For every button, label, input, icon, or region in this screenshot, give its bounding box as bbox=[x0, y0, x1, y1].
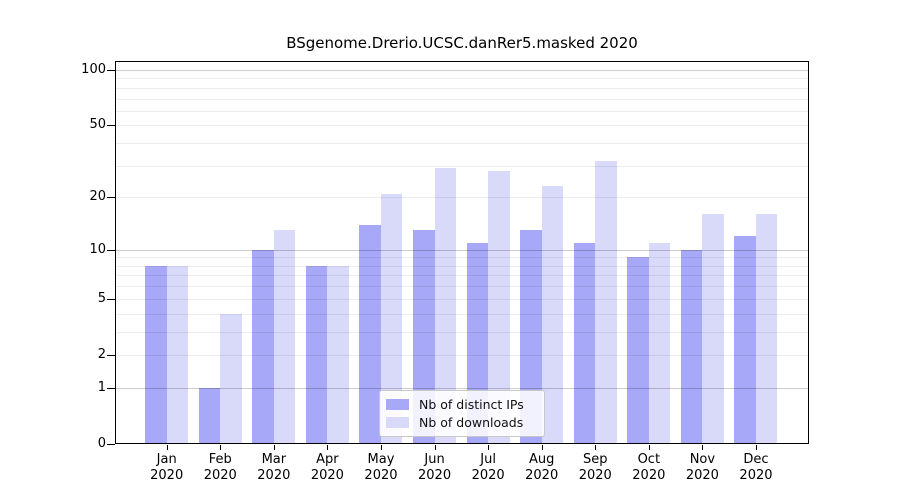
y-tick-label-50: 50 bbox=[89, 117, 106, 133]
bar-jun-nb-of-downloads bbox=[434, 168, 457, 444]
x-tick-label-jul: Jul 2020 bbox=[471, 452, 505, 483]
gridline-minor-60 bbox=[116, 110, 808, 112]
y-tick-mark-1 bbox=[107, 387, 115, 389]
x-tick-mark-jul bbox=[488, 445, 490, 450]
y-tick-mark-5 bbox=[107, 298, 115, 300]
x-tick-mark-jun bbox=[434, 445, 436, 450]
bar-apr-nb-of-distinct-ips bbox=[305, 265, 328, 444]
x-tick-mark-jan bbox=[166, 445, 168, 450]
bar-jan-nb-of-downloads bbox=[166, 265, 189, 444]
x-tick-mark-mar bbox=[273, 445, 275, 450]
gridline-minor-4 bbox=[116, 313, 808, 315]
gridline-minor-3 bbox=[116, 331, 808, 333]
x-tick-mark-dec bbox=[755, 445, 757, 450]
y-tick-label-20: 20 bbox=[89, 189, 106, 205]
gridline-minor-90 bbox=[116, 78, 808, 80]
bar-apr-nb-of-downloads bbox=[327, 265, 349, 444]
x-tick-mark-feb bbox=[220, 445, 222, 450]
x-tick-label-dec: Dec 2020 bbox=[739, 452, 773, 483]
y-tick-label-100: 100 bbox=[81, 62, 106, 77]
x-tick-mark-may bbox=[380, 445, 382, 450]
y-tick-mark-20 bbox=[107, 197, 115, 199]
y-tick-label-5: 5 bbox=[97, 290, 106, 306]
gridline-minor-40 bbox=[116, 143, 808, 145]
bar-sep-nb-of-distinct-ips bbox=[573, 242, 596, 444]
y-tick-label-0: 0 bbox=[97, 436, 106, 451]
legend-item-downloads: Nb of downloads bbox=[386, 415, 544, 430]
x-tick-mark-apr bbox=[327, 445, 329, 450]
gridline-major-10 bbox=[116, 249, 808, 251]
bar-nov-nb-of-downloads bbox=[702, 214, 724, 444]
x-tick-label-nov: Nov 2020 bbox=[685, 452, 719, 483]
legend-label-distinct-ips: Nb of distinct IPs bbox=[419, 397, 524, 412]
legend: Nb of distinct IPs Nb of downloads bbox=[379, 390, 545, 437]
x-tick-label-apr: Apr 2020 bbox=[310, 452, 344, 483]
bar-jan-nb-of-distinct-ips bbox=[145, 265, 167, 444]
y-tick-label-1: 1 bbox=[97, 379, 106, 395]
x-tick-label-jun: Jun 2020 bbox=[418, 452, 452, 483]
x-tick-mark-nov bbox=[702, 445, 704, 450]
y-tick-mark-100 bbox=[107, 70, 115, 71]
gridline-minor-50 bbox=[116, 125, 808, 127]
gridline-major-100 bbox=[116, 70, 808, 71]
x-tick-label-mar: Mar 2020 bbox=[257, 452, 291, 483]
legend-swatch-downloads bbox=[386, 417, 409, 428]
bar-mar-nb-of-downloads bbox=[273, 230, 296, 444]
bar-may-nb-of-downloads bbox=[380, 193, 403, 444]
bar-oct-nb-of-distinct-ips bbox=[627, 257, 649, 444]
gridline-minor-30 bbox=[116, 165, 808, 167]
gridline-minor-8 bbox=[116, 265, 808, 267]
bar-mar-nb-of-distinct-ips bbox=[252, 249, 274, 444]
x-tick-mark-sep bbox=[595, 445, 597, 450]
gridline-minor-6 bbox=[116, 286, 808, 288]
bar-jul-nb-of-downloads bbox=[488, 171, 510, 444]
legend-label-downloads: Nb of downloads bbox=[419, 415, 524, 430]
gridline-minor-7 bbox=[116, 275, 808, 277]
bar-feb-nb-of-downloads bbox=[220, 313, 242, 444]
gridline-minor-5 bbox=[116, 298, 808, 300]
gridline-minor-2 bbox=[116, 354, 808, 356]
y-tick-label-10: 10 bbox=[89, 241, 106, 257]
bar-aug-nb-of-downloads bbox=[541, 186, 564, 444]
x-tick-label-feb: Feb 2020 bbox=[203, 452, 237, 483]
x-tick-label-jan: Jan 2020 bbox=[150, 452, 184, 483]
bar-sep-nb-of-downloads bbox=[595, 160, 617, 444]
bar-dec-nb-of-distinct-ips bbox=[734, 236, 756, 444]
x-tick-label-sep: Sep 2020 bbox=[578, 452, 612, 483]
bar-dec-nb-of-downloads bbox=[755, 214, 778, 444]
x-tick-mark-oct bbox=[648, 445, 650, 450]
legend-swatch-distinct-ips bbox=[386, 399, 409, 410]
bar-feb-nb-of-distinct-ips bbox=[198, 387, 221, 444]
gridline-minor-20 bbox=[116, 197, 808, 199]
x-tick-label-aug: Aug 2020 bbox=[525, 452, 559, 483]
y-tick-mark-0 bbox=[107, 444, 115, 445]
gridline-minor-70 bbox=[116, 98, 808, 100]
gridline-major-1 bbox=[116, 387, 808, 389]
x-tick-label-may: May 2020 bbox=[364, 452, 398, 483]
y-tick-mark-50 bbox=[107, 125, 115, 127]
y-tick-mark-2 bbox=[107, 354, 115, 356]
x-tick-mark-aug bbox=[541, 445, 543, 450]
gridline-minor-80 bbox=[116, 87, 808, 89]
y-tick-mark-10 bbox=[107, 249, 115, 251]
chart-title: BSgenome.Drerio.UCSC.danRer5.masked 2020 bbox=[286, 34, 638, 52]
y-tick-label-2: 2 bbox=[97, 346, 106, 362]
bar-may-nb-of-distinct-ips bbox=[359, 224, 381, 444]
legend-item-distinct-ips: Nb of distinct IPs bbox=[386, 397, 544, 412]
bar-oct-nb-of-downloads bbox=[648, 242, 671, 444]
bar-nov-nb-of-distinct-ips bbox=[680, 249, 703, 444]
x-tick-label-oct: Oct 2020 bbox=[632, 452, 666, 483]
gridline-minor-9 bbox=[116, 257, 808, 259]
